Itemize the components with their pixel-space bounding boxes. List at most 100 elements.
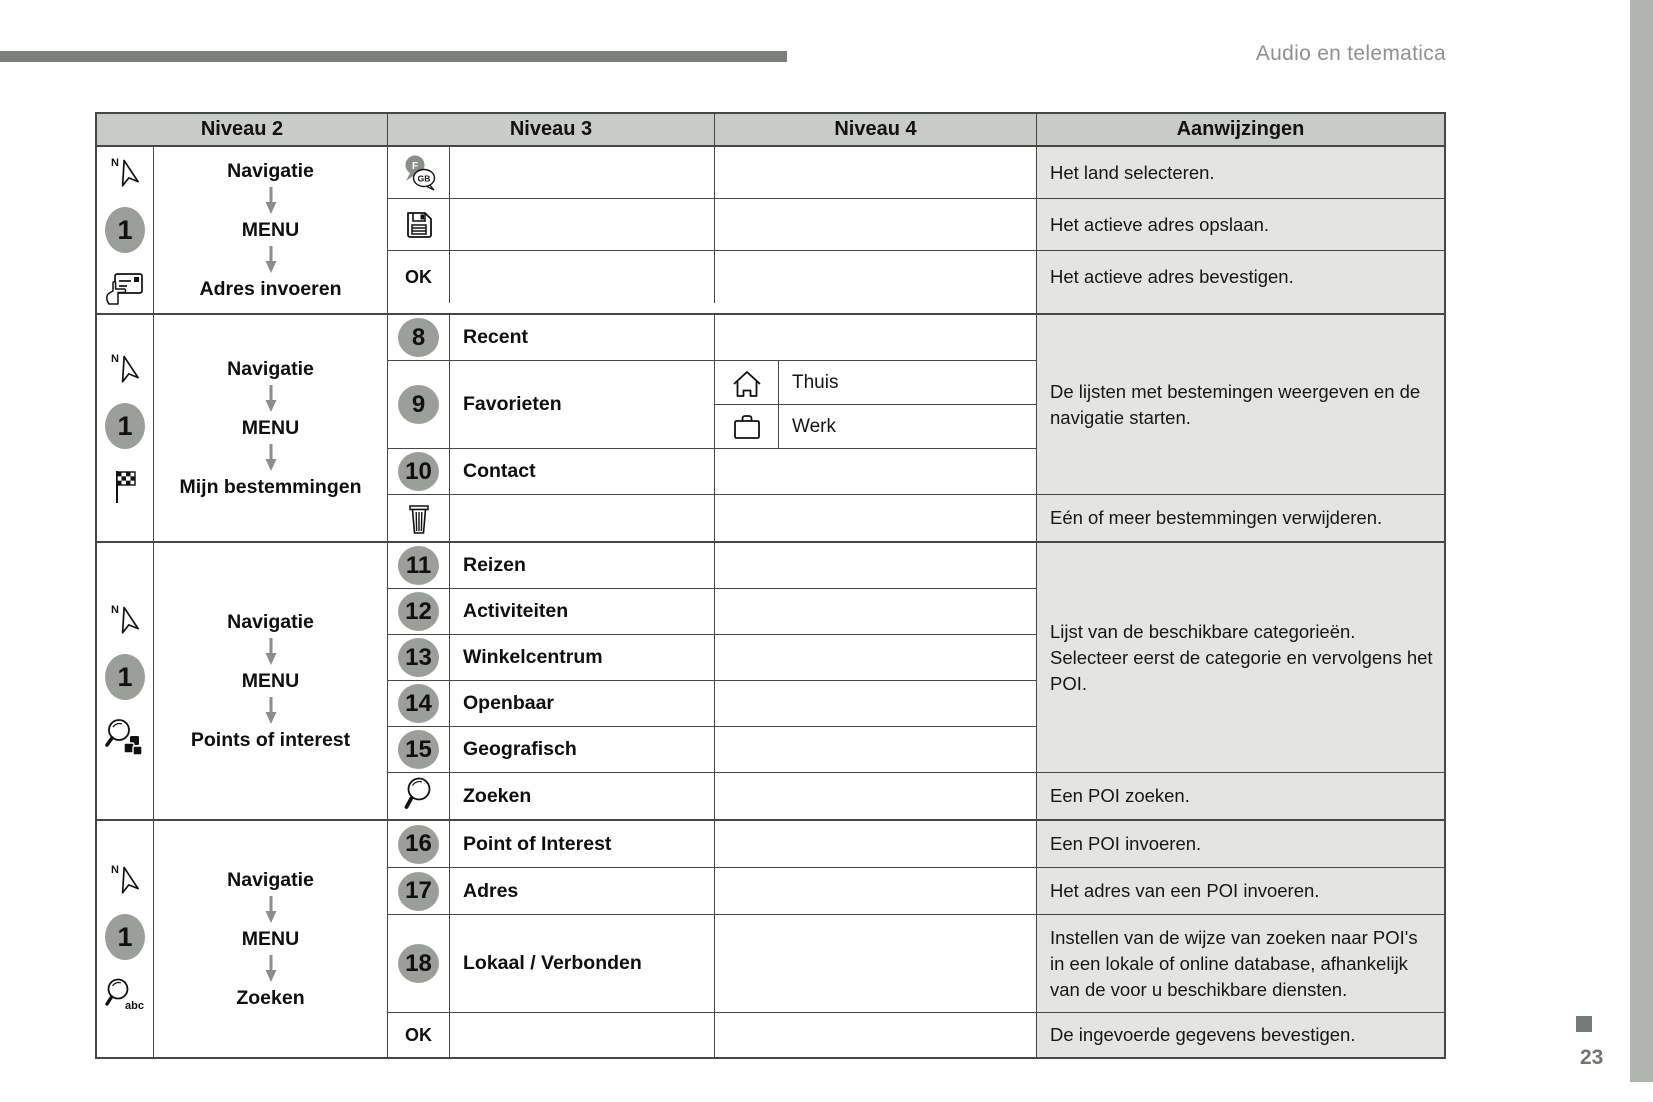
table-row: 9 Favorieten Thuis [388, 361, 1036, 449]
niveau3-4-cells: 16 Point of Interest 17 Adres 18 [388, 821, 1037, 1057]
niveau3-4-cells: 8 Recent 9 Favorieten [388, 315, 1037, 541]
badge-number: 1 [117, 214, 133, 245]
niveau3-label-cell: Reizen [450, 543, 715, 588]
instruction-cell: Het actieve adres bevestigen. [1037, 251, 1444, 303]
ok-label: OK [405, 1024, 432, 1045]
niveau3-icon-cell: 8 [388, 315, 450, 360]
path-step: MENU [241, 927, 300, 950]
table-row: 14 Openbaar [388, 681, 1036, 727]
checkered-flag-icon [116, 471, 136, 503]
table-row: Zoeken [388, 773, 1036, 819]
badge-number: 18 [405, 949, 432, 977]
badge-number: 1 [117, 921, 133, 952]
instruction-cell: Een POI invoeren. [1037, 821, 1444, 868]
instruction-text: Het adres van een POI invoeren. [1050, 880, 1320, 901]
table-row: 17 Adres [388, 868, 1036, 915]
niveau4-cell [715, 773, 1036, 819]
table-row: 11 Reizen [388, 543, 1036, 589]
menu-group-adres-invoeren: N 1 Navigatie [97, 147, 1444, 315]
menu-group-mijn-bestemmingen: N 1 Navigatie [97, 315, 1444, 543]
instruction-text: Instellen van de wijze van zoeken naar P… [1050, 926, 1418, 1000]
niveau3-label-cell: Winkelcentrum [450, 635, 715, 680]
niveau4-cell [715, 821, 1036, 867]
niveau2-cell: N 1 Navigatie [97, 147, 388, 313]
niveau3-label-cell: Zoeken [450, 773, 715, 819]
svg-text:abc: abc [125, 1000, 144, 1012]
badge-number: 16 [405, 830, 432, 857]
table-row: F GB [388, 147, 1036, 199]
niveau2-path: Navigatie MENU Mijn bestemmingen [154, 315, 387, 541]
path-step: Navigatie [227, 357, 314, 380]
path-step: Navigatie [227, 868, 314, 891]
navigation-arrow-icon: N [111, 157, 139, 187]
aanwijzingen-cells: De lijsten met bestemingen weergeven en … [1037, 315, 1444, 541]
item-number-badge: 15 [398, 730, 439, 769]
instruction-text: Eén of meer bestemmingen verwijderen. [1050, 507, 1383, 528]
table-row: 10 Contact [388, 449, 1036, 495]
niveau4-cell [715, 727, 1036, 772]
menu-group-zoeken: N 1 abc Navigatie [97, 821, 1444, 1057]
niveau3-label-cell: Lokaal / Verbonden [450, 915, 715, 1012]
niveau2-path: Navigatie MENU Zoeken [154, 821, 387, 1057]
niveau4-cell [715, 635, 1036, 680]
niveau3-icon-cell: 14 [388, 681, 450, 726]
niveau4-label-cell: Thuis [792, 371, 839, 393]
niveau4-icon-cell [715, 361, 779, 404]
niveau4-cell [715, 147, 1036, 198]
niveau4-cell: Thuis Werk [715, 361, 1036, 448]
table-row: 18 Lokaal / Verbonden [388, 915, 1036, 1013]
step-1-badge: 1 [105, 207, 145, 253]
niveau2-cell: N 1 Navigatie [97, 315, 388, 541]
svg-text:N: N [111, 157, 119, 169]
instruction-line: Lijst van de beschikbare categorieën. [1050, 620, 1356, 642]
instruction-cell: Instellen van de wijze van zoeken naar P… [1037, 915, 1444, 1013]
niveau3-label-cell: Point of Interest [450, 821, 715, 867]
column-header-niveau4: Niveau 4 [715, 114, 1037, 145]
badge-number: 17 [405, 877, 432, 904]
table-header-row: Niveau 2 Niveau 3 Niveau 4 Aanwijzingen [97, 114, 1444, 147]
page-number: 23 [1580, 1046, 1604, 1069]
niveau3-label-cell: Contact [450, 449, 715, 494]
navigation-arrow-icon: N [111, 604, 139, 634]
home-icon [732, 370, 761, 397]
niveau4-label-cell: Werk [792, 415, 836, 437]
instruction-text: Het actieve adres opslaan. [1050, 213, 1270, 235]
niveau3-icon-cell: 12 [388, 589, 450, 634]
badge-number: 1 [117, 410, 133, 441]
table-row: 15 Geografisch [388, 727, 1036, 773]
arrow-down-icon [265, 954, 276, 982]
arrow-down-icon [265, 186, 276, 214]
item-number-badge: 8 [398, 318, 439, 357]
badge-number: 15 [405, 735, 432, 763]
instruction-text: Een POI invoeren. [1050, 833, 1202, 854]
instruction-cell: De ingevoerde gegevens bevestigen. [1037, 1013, 1444, 1057]
item-number-badge: 9 [398, 385, 439, 424]
badge-number: 10 [405, 457, 432, 485]
badge-number: 1 [117, 661, 133, 692]
instruction-cell: Het land selecteren. [1037, 147, 1444, 199]
instruction-line: Selecteer eerst de categorie en vervolge… [1050, 646, 1433, 694]
item-number-badge: 16 [398, 824, 439, 864]
instruction-cell: De lijsten met bestemingen weergeven en … [1037, 315, 1444, 495]
niveau3-icon-cell: 9 [388, 361, 450, 448]
svg-text:N: N [111, 353, 119, 365]
arrow-down-icon [265, 384, 276, 412]
niveau3-icon-cell [388, 495, 450, 541]
instruction-text: Een POI zoeken. [1050, 785, 1190, 806]
niveau4-cell [715, 1013, 1036, 1057]
menu-structure-table: Niveau 2 Niveau 3 Niveau 4 Aanwijzingen … [95, 112, 1446, 1059]
niveau3-icon-cell: 18 [388, 915, 450, 1012]
magnifier-icon [404, 777, 430, 809]
path-step: Points of interest [190, 728, 351, 751]
column-header-aanwijzingen: Aanwijzingen [1176, 118, 1305, 140]
niveau3-icon-cell: 15 [388, 727, 450, 772]
step-1-badge: 1 [105, 654, 145, 700]
save-icon [406, 211, 432, 238]
niveau4-icon-cell [715, 405, 779, 448]
path-step: MENU [241, 218, 300, 241]
aanwijzingen-cells: Een POI invoeren. Het adres van een POI … [1037, 821, 1444, 1057]
step-1-badge: 1 [105, 403, 145, 449]
item-number-badge: 14 [398, 684, 439, 723]
niveau4-cell [715, 449, 1036, 494]
niveau3-icon-cell: OK [388, 1013, 450, 1057]
